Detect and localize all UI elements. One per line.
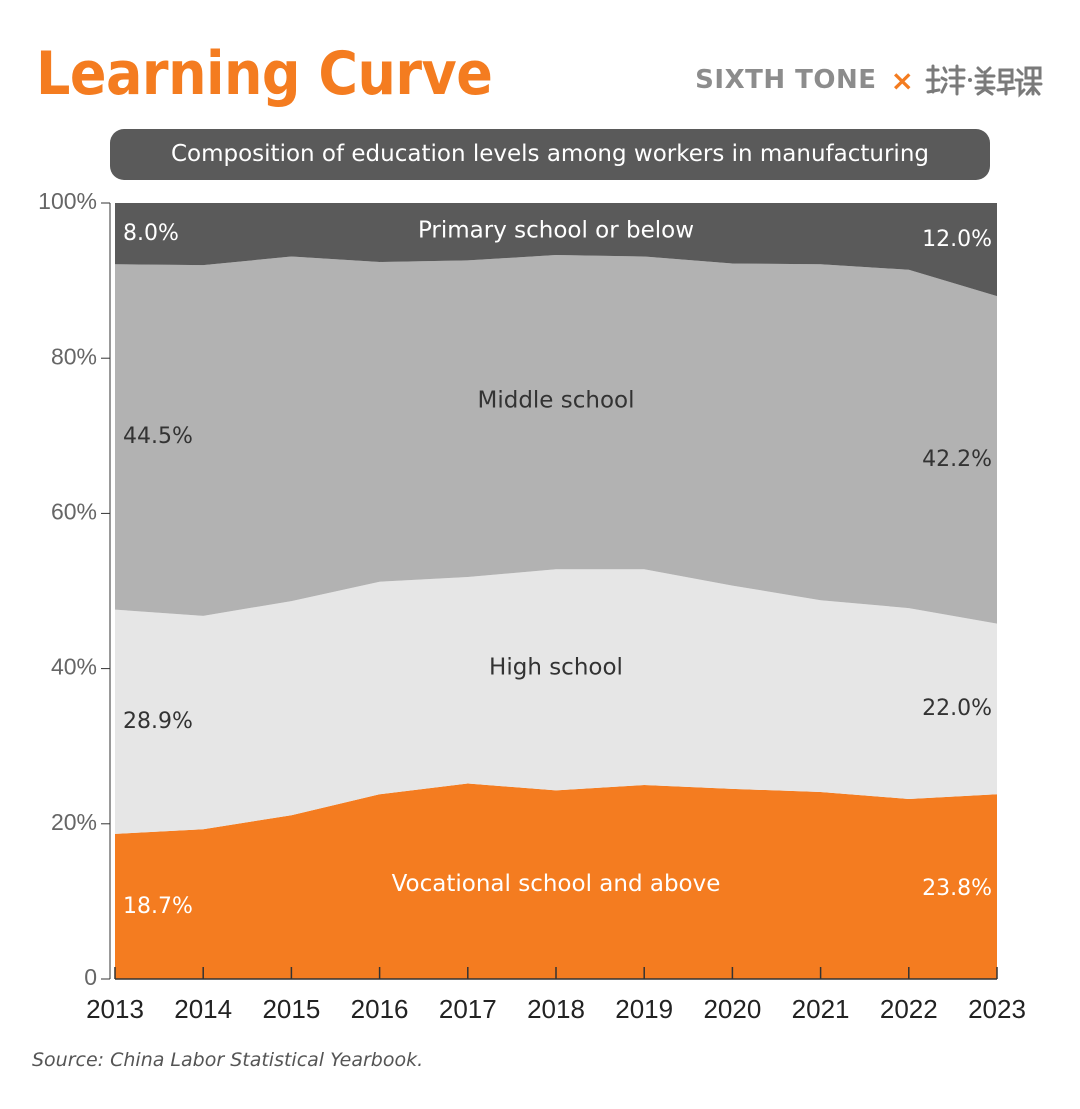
x-tick-label: 2018 <box>527 994 585 1024</box>
x-tick-label: 2015 <box>262 994 320 1024</box>
source-note: Source: China Labor Statistical Yearbook… <box>32 1049 424 1071</box>
y-tick-label: 0 <box>84 964 97 990</box>
end-value-high-school: 22.0% <box>922 696 992 721</box>
area-layer <box>115 203 997 979</box>
end-value-primary-school-or-below: 12.0% <box>922 227 992 252</box>
x-tick-label: 2017 <box>439 994 497 1024</box>
x-tick-label: 2014 <box>174 994 232 1024</box>
start-value-middle-school: 44.5% <box>123 424 193 449</box>
area-primary-school-or-below <box>115 203 997 297</box>
series-label-middle-school: Middle school <box>477 387 634 413</box>
y-tick-label: 100% <box>38 188 97 214</box>
area-high-school <box>115 569 997 834</box>
start-value-primary-school-or-below: 8.0% <box>123 221 179 246</box>
collaboration-x-icon: × <box>890 63 914 97</box>
area-vocational-school-and-above <box>115 783 997 979</box>
axes-layer: 2013 2014 2015 2016 2017 2018 2019 2020 2021 2022… <box>38 188 1026 1024</box>
x-tick-label: 2023 <box>968 994 1026 1024</box>
start-value-vocational-school-and-above: 18.7% <box>123 894 193 919</box>
y-tick-label: 60% <box>51 498 97 524</box>
y-tick-label: 20% <box>51 809 97 835</box>
sixth-tone-logo: SIXTH TONE <box>695 65 877 95</box>
partner-logo <box>925 64 1043 98</box>
series-label-vocational-school-and-above: Vocational school and above <box>392 871 721 897</box>
brand-logos: SIXTH TONE × <box>695 60 1044 100</box>
stacked-area-chart: Vocational school and above 18.7% 23.8% Hig… <box>38 188 1026 1024</box>
start-value-high-school: 28.9% <box>123 709 193 734</box>
x-tick-label: 2016 <box>351 994 409 1024</box>
series-label-high-school: High school <box>489 654 623 680</box>
end-value-middle-school: 42.2% <box>922 447 992 472</box>
x-tick-label: 2019 <box>615 994 673 1024</box>
x-tick-label: 2021 <box>792 994 850 1024</box>
x-tick-label: 2013 <box>86 994 144 1024</box>
label-layer: Vocational school and above 18.7% 23.8% Hig… <box>123 218 992 920</box>
y-tick-label: 80% <box>51 343 97 369</box>
end-value-vocational-school-and-above: 23.8% <box>922 876 992 901</box>
x-tick-label: 2020 <box>703 994 761 1024</box>
x-tick-label: 2022 <box>880 994 938 1024</box>
chart-subtitle: Composition of education levels among wo… <box>110 129 990 180</box>
y-tick-label: 40% <box>51 654 97 680</box>
area-middle-school <box>115 254 997 624</box>
chart-title: Learning Curve <box>36 39 493 109</box>
series-label-primary-school-or-below: Primary school or below <box>418 218 694 244</box>
